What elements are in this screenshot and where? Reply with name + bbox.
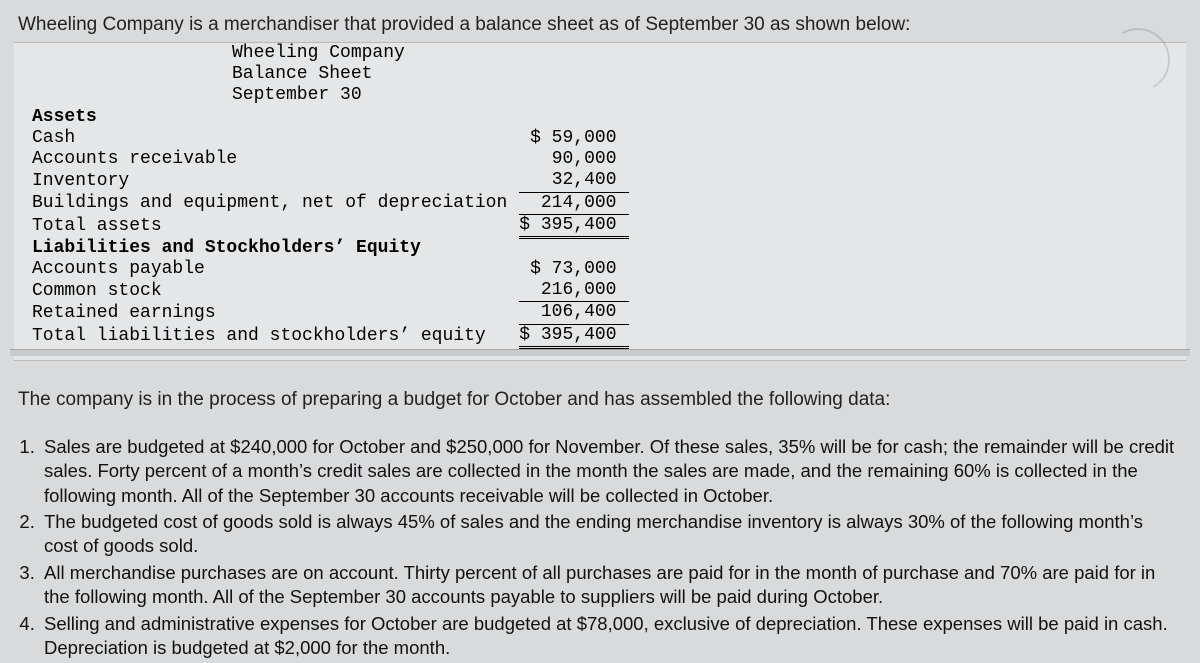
line-amount: 32,400 xyxy=(519,170,628,192)
list-item: The budgeted cost of goods sold is alway… xyxy=(40,510,1182,559)
line-amount: 90,000 xyxy=(519,149,628,170)
liab-header: Liabilities and Stockholders’ Equity xyxy=(32,238,519,259)
table-row: Accounts receivable 90,000 xyxy=(32,149,629,170)
line-label: Common stock xyxy=(32,280,519,302)
line-label: Accounts receivable xyxy=(32,149,519,170)
table-row: Common stock 216,000 xyxy=(32,280,629,302)
line-label: Cash xyxy=(32,128,519,149)
line-amount: $ 73,000 xyxy=(519,259,628,280)
assumptions-list: Sales are budgeted at $240,000 for Octob… xyxy=(18,435,1182,661)
table-row: Inventory 32,400 xyxy=(32,170,629,192)
panel-bottom-scroll-hint xyxy=(10,349,1190,356)
list-item: Sales are budgeted at $240,000 for Octob… xyxy=(40,435,1182,508)
line-label: Accounts payable xyxy=(32,259,519,280)
sheet-title: Balance Sheet xyxy=(32,64,1186,85)
total-assets-label: Total assets xyxy=(32,214,519,237)
assets-header: Assets xyxy=(32,107,519,128)
table-row: Retained earnings 106,400 xyxy=(32,302,629,324)
total-liab-label: Total liabilities and stockholders’ equi… xyxy=(32,324,519,347)
mid-paragraph: The company is in the process of prepari… xyxy=(18,389,1182,411)
line-amount: $ 59,000 xyxy=(519,128,628,149)
table-row: Buildings and equipment, net of deprecia… xyxy=(32,192,629,214)
line-label: Retained earnings xyxy=(32,302,519,324)
balance-sheet-table: Assets Cash $ 59,000 Accounts receivable… xyxy=(32,107,629,349)
company-name: Wheeling Company xyxy=(32,43,1186,64)
line-label: Inventory xyxy=(32,170,519,192)
table-row: Total assets $ 395,400 xyxy=(32,214,629,237)
balance-sheet-panel: Wheeling Company Balance Sheet September… xyxy=(14,42,1186,361)
table-row: Cash $ 59,000 xyxy=(32,128,629,149)
line-amount: 106,400 xyxy=(519,302,628,324)
list-item: All merchandise purchases are on account… xyxy=(40,561,1182,610)
list-item: Selling and administrative expenses for … xyxy=(40,612,1182,661)
total-assets-amount: $ 395,400 xyxy=(519,214,628,237)
line-amount: 216,000 xyxy=(519,280,628,302)
line-label: Buildings and equipment, net of deprecia… xyxy=(32,192,519,214)
table-row: Total liabilities and stockholders’ equi… xyxy=(32,324,629,347)
intro-text: Wheeling Company is a merchandiser that … xyxy=(18,14,1182,36)
table-row: Accounts payable $ 73,000 xyxy=(32,259,629,280)
total-liab-amount: $ 395,400 xyxy=(519,324,628,347)
sheet-date: September 30 xyxy=(32,85,1186,106)
line-amount: 214,000 xyxy=(519,192,628,214)
